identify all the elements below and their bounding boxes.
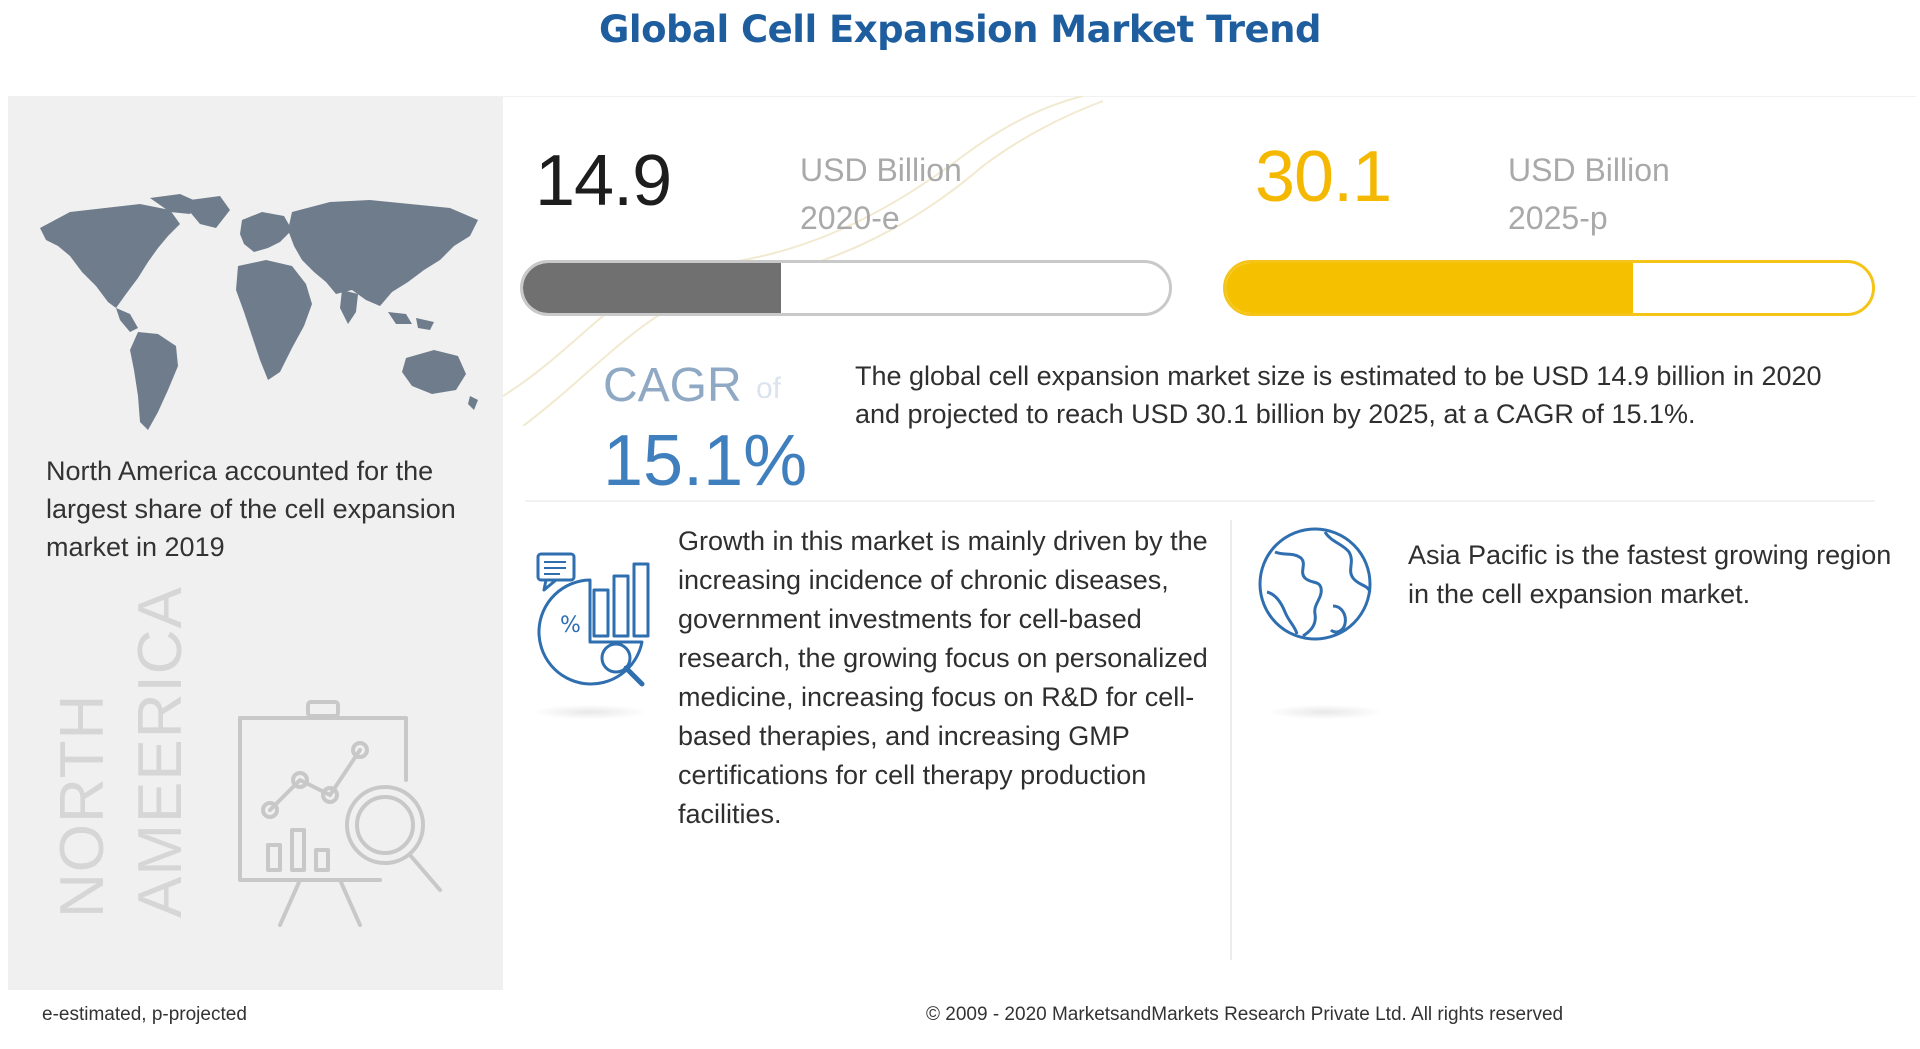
cagr-of-label: of [756,372,782,405]
presentation-board-icon [238,700,442,927]
market-value-2025: 30.1 [1255,137,1392,217]
unit-label: USD Billion [800,152,962,188]
icon-shadow [535,705,645,719]
globe-icon [1258,527,1372,641]
market-unit-2020: USD Billion 2020-e [800,146,962,242]
year-label: 2020-e [800,200,900,236]
icon-shadow [1270,705,1380,719]
horizontal-divider [525,500,1875,502]
unit-label: USD Billion [1508,152,1670,188]
decorative-curves [503,96,1104,426]
analytics-pie-chart-icon: % [536,552,650,687]
world-map-icon [40,194,478,430]
market-summary: The global cell expansion market size is… [855,361,1822,429]
progress-fill-2025 [1226,263,1633,313]
progress-fill-2020 [523,263,782,313]
progress-bar-2025 [1223,260,1875,316]
growth-drivers-text: Growth in this market is mainly driven b… [678,526,1208,829]
cagr-label: CAGR [603,359,742,412]
cagr-value: 15.1% [603,421,808,501]
region-watermark-line2: AMEERICA [126,586,195,918]
progress-bar-2020 [520,260,1172,316]
year-label: 2025-p [1508,200,1608,236]
svg-text:%: % [560,613,581,638]
region-watermark-line1: NORTH [48,693,117,918]
page-title: Global Cell Expansion Market Trend [599,8,1321,51]
north-america-statement: North America accounted for the largest … [46,456,456,562]
fastest-region-text: Asia Pacific is the fastest growing regi… [1408,540,1892,609]
region-watermark: NORTH AMEERICA [44,586,200,918]
footnote: e-estimated, p-projected [42,1004,247,1025]
copyright: © 2009 - 2020 MarketsandMarkets Research… [926,1004,1564,1025]
vertical-divider [1230,520,1232,960]
market-value-2020: 14.9 [535,141,672,221]
market-unit-2025: USD Billion 2025-p [1508,146,1670,242]
